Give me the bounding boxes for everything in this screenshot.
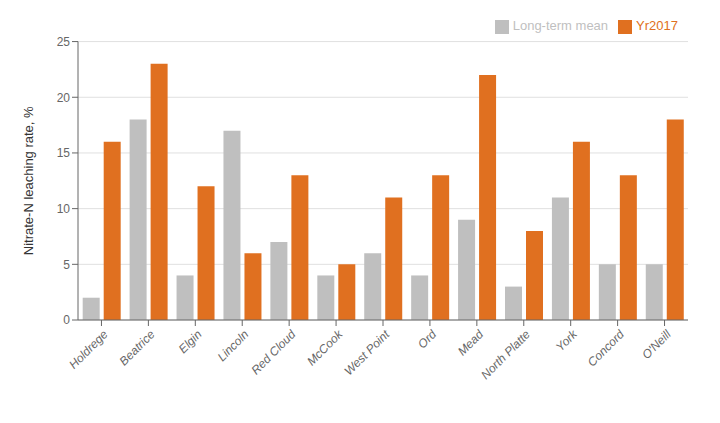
svg-text:10: 10: [57, 202, 71, 216]
svg-text:5: 5: [63, 258, 70, 272]
svg-text:Beatrice: Beatrice: [117, 327, 158, 368]
svg-text:Concord: Concord: [585, 327, 627, 369]
svg-text:McCook: McCook: [304, 327, 346, 369]
html-text:Yr2017: Yr2017: [636, 18, 678, 33]
svg-text:Ord: Ord: [415, 327, 439, 351]
svg-text:Holdrege: Holdrege: [66, 327, 111, 372]
svg-text:20: 20: [57, 91, 71, 105]
svg-text:0: 0: [63, 313, 70, 327]
svg-text:West Point: West Point: [341, 327, 392, 378]
svg-text:Red Cloud: Red Cloud: [248, 327, 298, 377]
svg-text:Elgin: Elgin: [176, 327, 205, 356]
svg-text:O'Neill: O'Neill: [639, 327, 674, 362]
svg-text:Mead: Mead: [455, 327, 486, 358]
svg-text:Nitrate-N leaching rate, %: Nitrate-N leaching rate, %: [21, 106, 36, 255]
svg-text:25: 25: [57, 35, 71, 49]
svg-text:North Platte: North Platte: [478, 327, 533, 382]
svg-text:Lincoln: Lincoln: [215, 327, 252, 364]
svg-text:15: 15: [57, 146, 71, 160]
svg-text:York: York: [553, 327, 581, 355]
html-text:Long-term mean: Long-term mean: [512, 18, 609, 33]
